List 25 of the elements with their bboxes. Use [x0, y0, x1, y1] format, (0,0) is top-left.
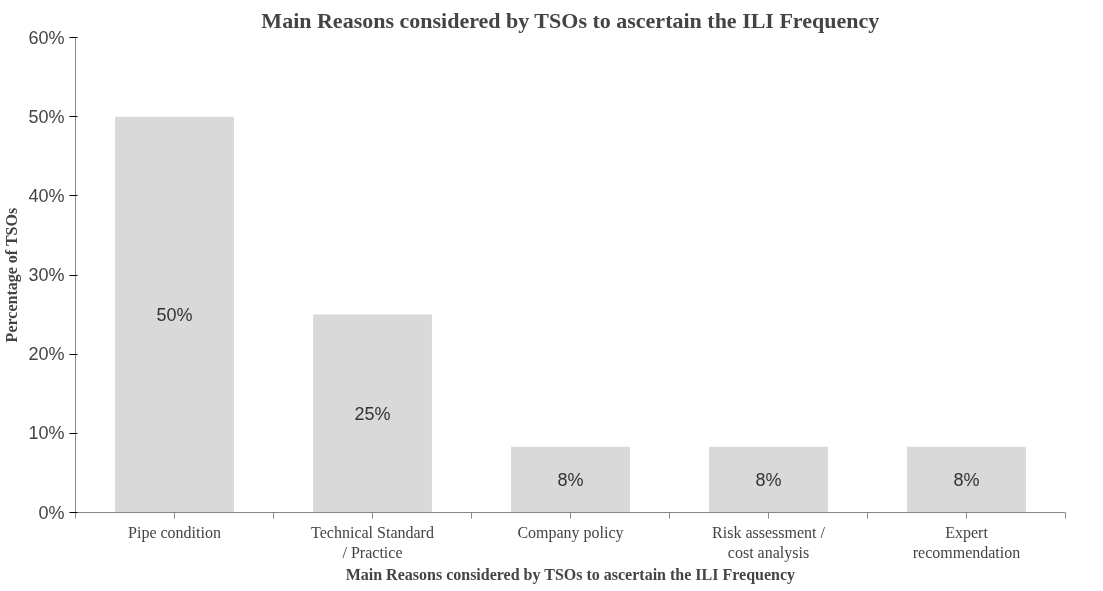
data-label: 8%	[557, 469, 584, 490]
x-tick-label: Company policy	[517, 523, 624, 542]
x-tick-label: Expert recommendation	[912, 523, 1021, 561]
y-tick-label: 20%	[28, 344, 65, 365]
bar	[115, 116, 234, 513]
y-tick-label: 10%	[28, 423, 65, 444]
x-tick-label: Risk assessment / cost analysis	[712, 523, 826, 562]
bar	[313, 314, 432, 513]
data-label: 25%	[354, 403, 391, 424]
bar	[709, 446, 828, 513]
chart-title: Main Reasons considered by TSOs to ascertain the ILI Frequency	[261, 7, 880, 33]
y-tick-label: 40%	[28, 185, 65, 206]
x-axis-title: Main Reasons considered by TSOs to ascertain the ILI Frequency	[345, 565, 796, 584]
y-tick-label: 0%	[38, 502, 65, 523]
x-tick-label: Pipe condition	[128, 523, 221, 542]
bar	[907, 446, 1026, 513]
x-tick-label: Technical Standard / Practice	[311, 523, 434, 561]
y-tick-label: 60%	[28, 27, 65, 48]
y-tick-label: 50%	[28, 106, 65, 127]
y-axis-title: Percentage of TSOs	[3, 207, 22, 343]
data-label: 8%	[953, 469, 980, 490]
y-tick-label: 30%	[28, 265, 65, 285]
bar	[511, 446, 630, 513]
data-label: 8%	[755, 469, 782, 490]
data-label: 50%	[156, 304, 193, 325]
